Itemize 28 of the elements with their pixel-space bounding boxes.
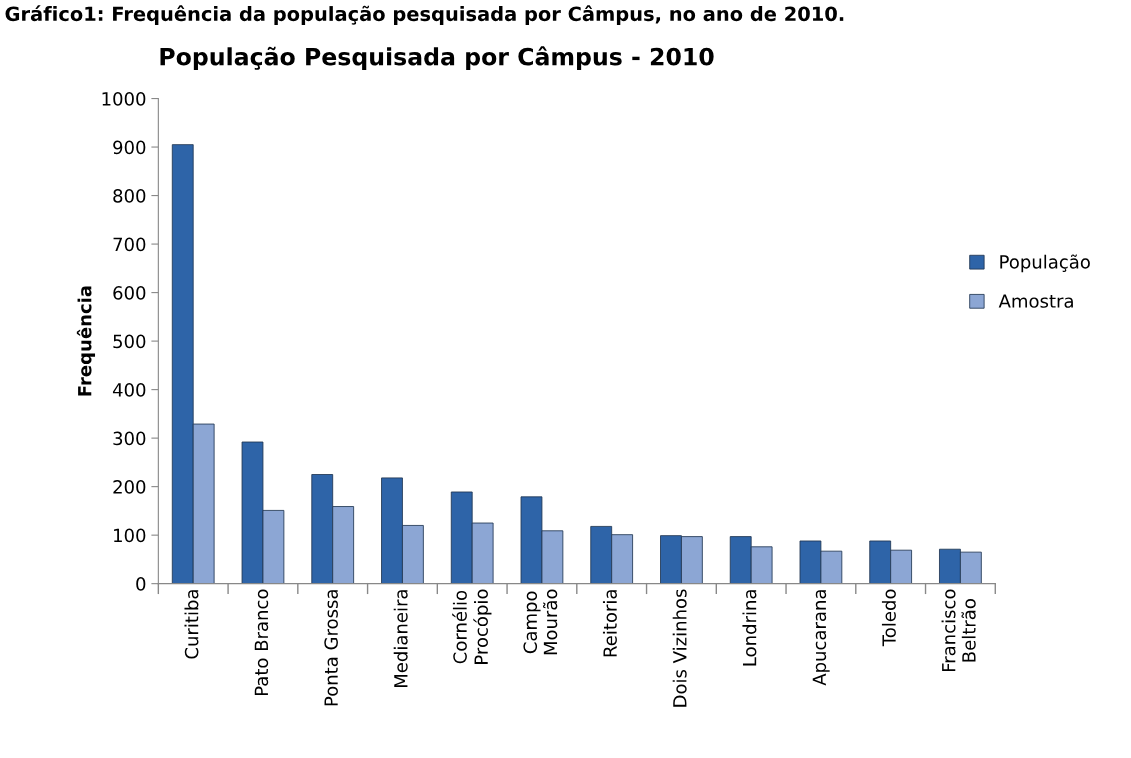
y-tick-label: 200: [113, 480, 146, 494]
y-tick-label: 600: [113, 286, 146, 300]
x-tick-label: Londrina: [742, 590, 757, 666]
text: Gráfico1: Frequência da população pesquisada por Câmpus, no ano de 2010.: [5, 5, 844, 25]
x-tick-label: Toledo: [881, 589, 896, 647]
x-tick-label: Francisco Beltrão: [941, 589, 976, 672]
x-tick-label: Reitoria: [602, 590, 617, 657]
y-tick-label: 900: [113, 140, 146, 155]
x-tick-label: Cornélio Procópio: [452, 589, 492, 664]
y-tick-label: 400: [112, 383, 146, 397]
x-tick-label: Ponta Grossa: [324, 590, 338, 706]
legend-label: Amostra: [998, 294, 1073, 308]
legend-label: População: [1000, 254, 1090, 273]
y-tick-label: 100: [114, 528, 146, 543]
y-tick-label: 0: [136, 577, 146, 591]
x-tick-label: Curitiba: [184, 590, 199, 659]
y-tick-label: 700: [113, 237, 146, 252]
x-tick-label: Pato Branco: [254, 589, 269, 696]
y-tick-label: 500: [113, 334, 146, 349]
y-tick-label: 800: [113, 189, 146, 203]
x-tick-label: Medianeira: [393, 590, 408, 688]
y-tick-label: 300: [113, 431, 146, 446]
y-axis-title: Frequência: [76, 286, 96, 396]
x-tick-label: Dois Vizinhos: [672, 589, 687, 707]
chart-title: População Pesquisada por Câmpus - 2010: [160, 46, 714, 71]
y-tick-label: 1000: [102, 92, 146, 106]
x-tick-label: Campo Mourão: [523, 589, 558, 655]
x-tick-label: Apucarana: [812, 590, 830, 686]
